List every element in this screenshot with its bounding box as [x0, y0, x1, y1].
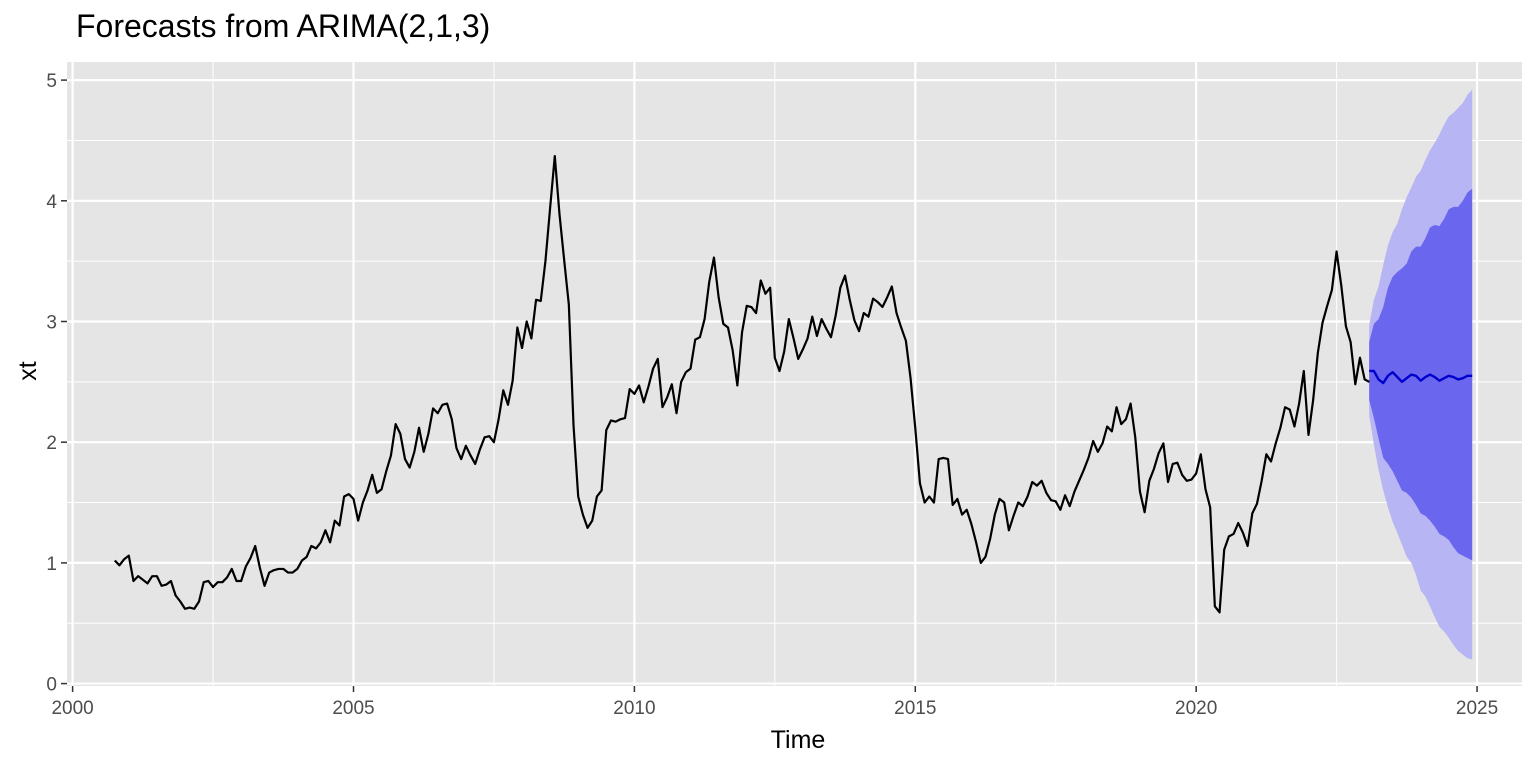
y-axis-title: xt	[14, 361, 42, 381]
forecast-80-interval	[1369, 188, 1473, 561]
x-tick-label: 2015	[894, 698, 936, 719]
plot-panel	[67, 62, 1522, 686]
series-line	[113, 155, 1370, 614]
x-axis-title: Time	[771, 726, 826, 754]
x-tick-label: 2010	[613, 698, 655, 719]
forecast-mean-line	[1369, 369, 1473, 385]
y-tick-label: 5	[46, 71, 57, 92]
y-tick-label: 1	[46, 554, 57, 575]
x-axis: 2000 2005 2010 2015 2020 2025	[51, 686, 1498, 719]
x-tick-label: 2020	[1175, 698, 1217, 719]
y-tick-label: 2	[46, 433, 57, 454]
y-tick-label: 0	[46, 675, 57, 696]
grid-major	[67, 62, 1522, 686]
chart-title: Forecasts from ARIMA(2,1,3)	[76, 8, 491, 44]
x-tick-label: 2025	[1456, 698, 1498, 719]
x-tick-label: 2005	[332, 698, 374, 719]
y-axis: 0 1 2 3 4 5	[46, 71, 67, 696]
y-tick-label: 4	[46, 192, 57, 213]
x-tick-label: 2000	[51, 698, 93, 719]
y-tick-label: 3	[46, 312, 57, 333]
grid-minor	[67, 62, 1522, 686]
